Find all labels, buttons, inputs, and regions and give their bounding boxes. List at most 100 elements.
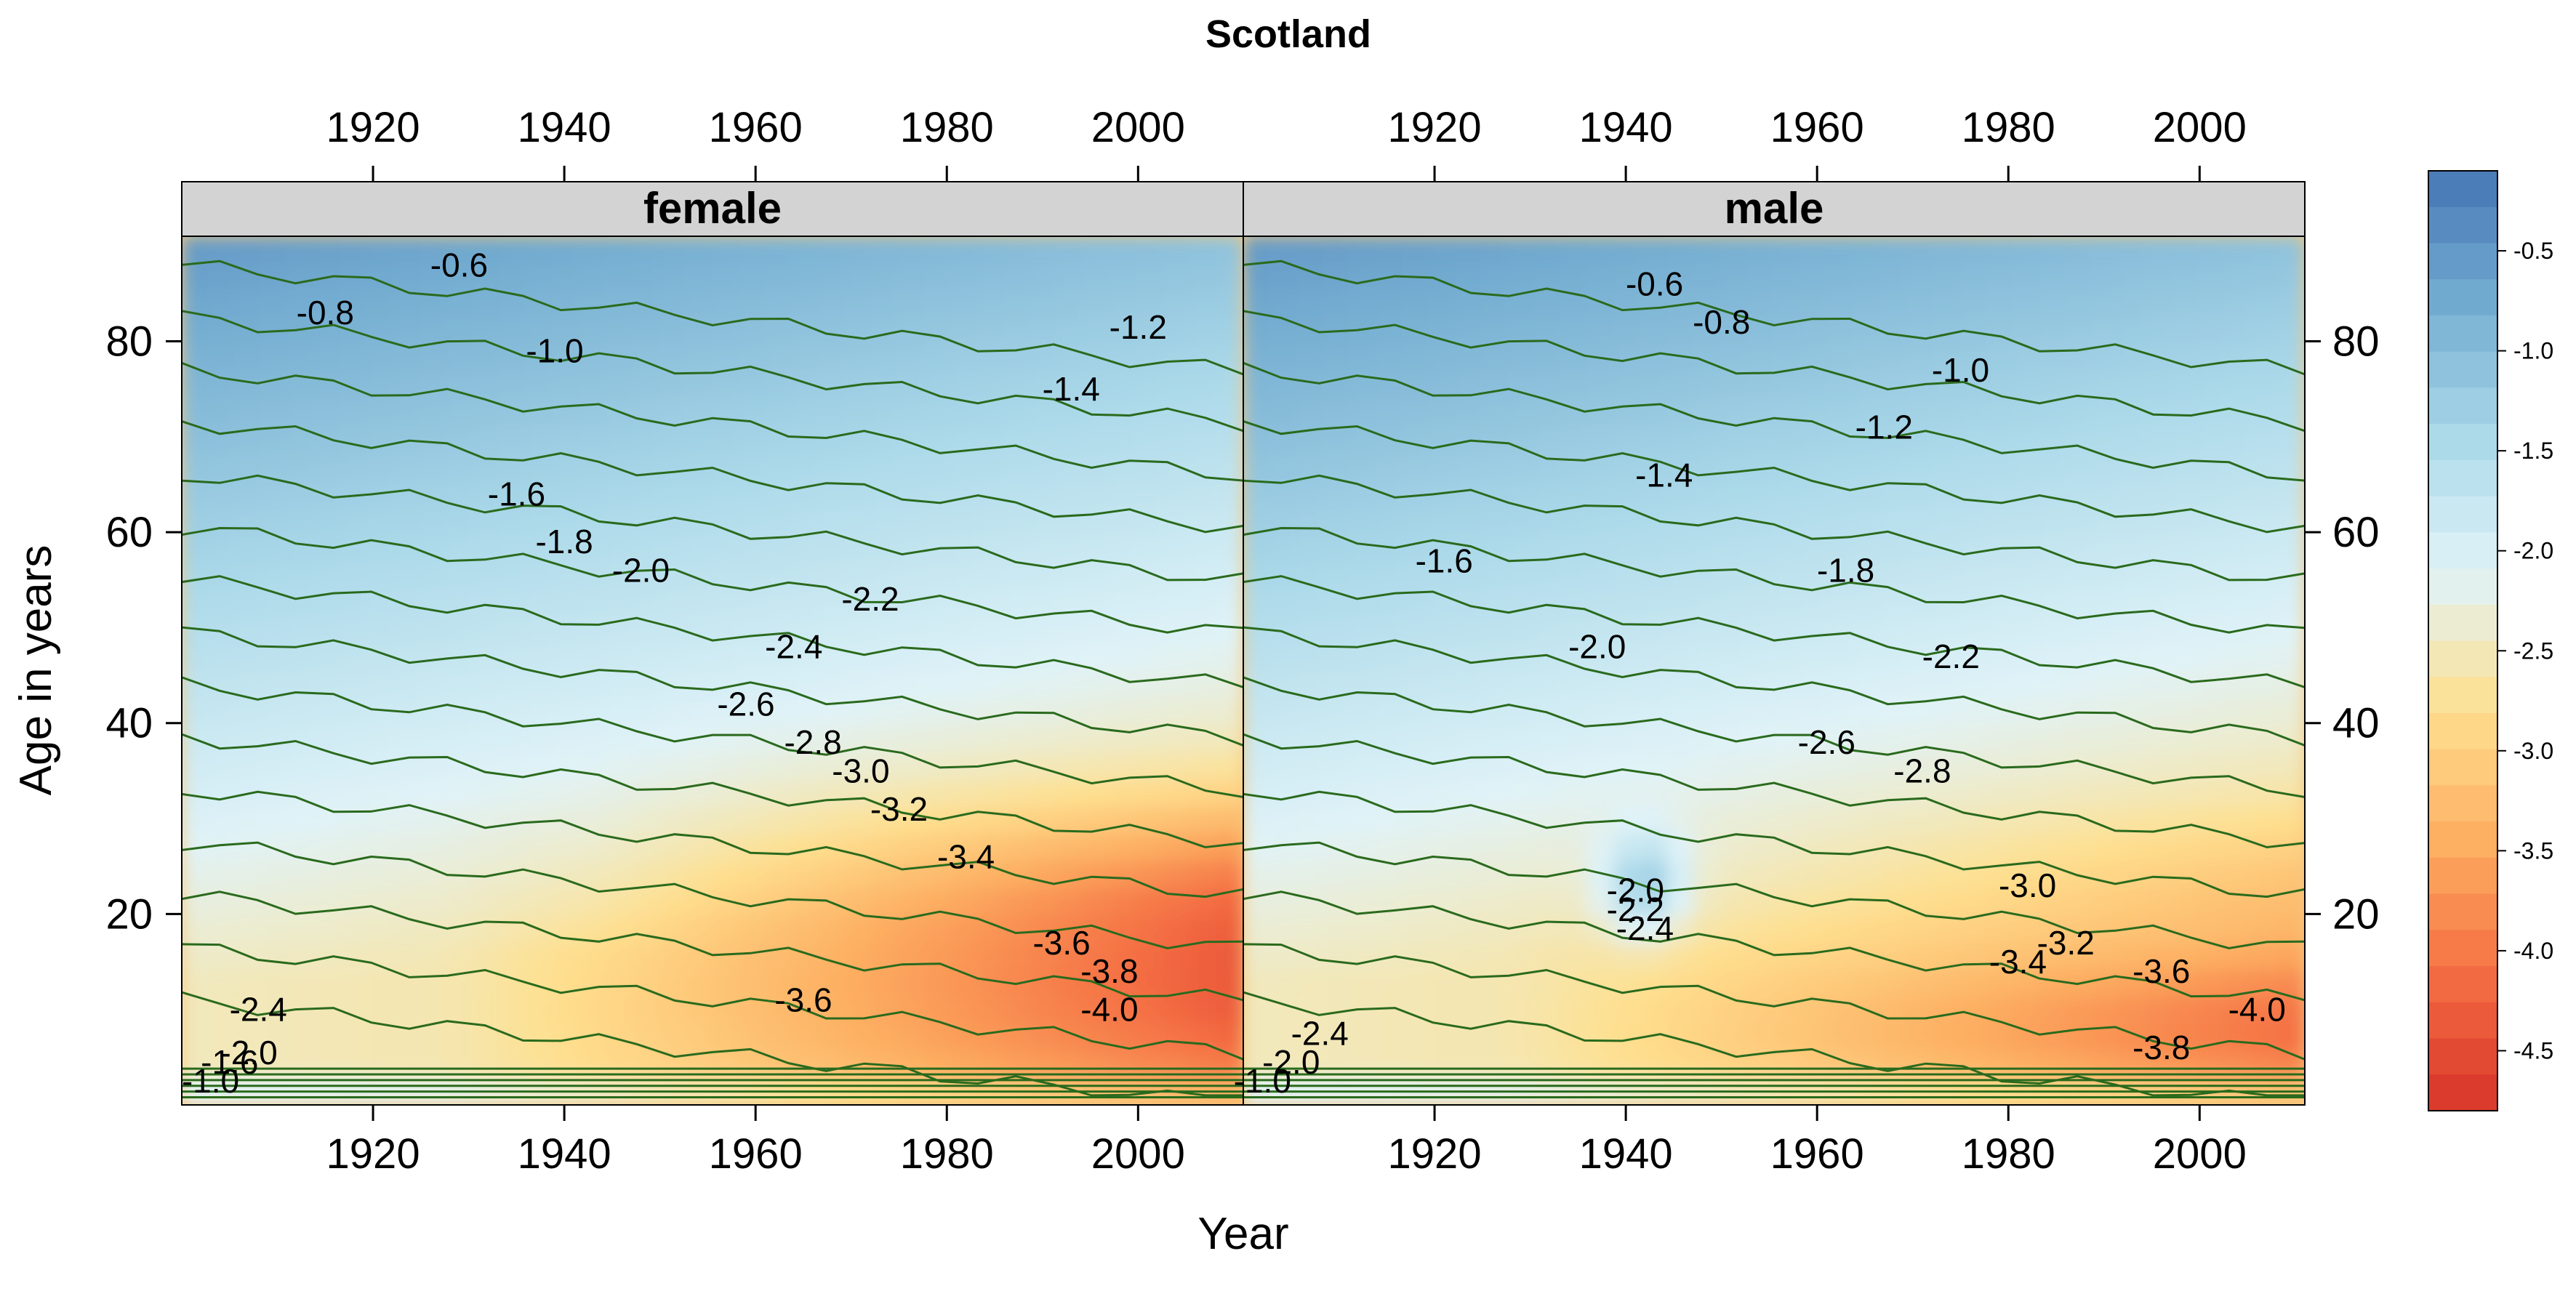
heatmap-cell xyxy=(2145,262,2173,291)
heatmap-cell xyxy=(2145,236,2173,265)
heatmap-cell xyxy=(366,995,395,1024)
contour-line xyxy=(182,676,1243,798)
y-axis-title: Age in years xyxy=(11,545,61,796)
heatmap-cell xyxy=(1003,995,1032,1024)
heatmap-cell xyxy=(1986,236,2014,265)
heatmap-cell xyxy=(1959,534,1987,563)
heatmap-cell xyxy=(2198,669,2226,699)
heatmap-cell xyxy=(526,778,554,808)
heatmap-cell xyxy=(1481,778,1509,808)
heatmap-cell xyxy=(1083,941,1112,970)
heatmap-cell xyxy=(473,425,501,454)
heatmap-cell xyxy=(2198,534,2226,563)
heatmap-cell xyxy=(791,724,819,753)
heatmap-cell xyxy=(1402,534,1430,563)
heatmap-cell xyxy=(1720,968,1749,997)
heatmap-cell xyxy=(287,751,316,780)
heatmap-cell xyxy=(1959,832,1987,861)
heatmap-cell xyxy=(1296,371,1324,401)
heatmap-cell xyxy=(1455,425,1483,454)
heatmap-cell xyxy=(1879,398,1908,427)
heatmap-cell xyxy=(871,452,899,482)
heatmap-cell xyxy=(1561,669,1589,699)
heatmap-cell xyxy=(1136,236,1165,265)
heatmap-cell xyxy=(1959,398,1987,427)
heatmap-cell xyxy=(1269,968,1297,997)
heatmap-cell xyxy=(1428,344,1456,373)
heatmap-cell xyxy=(1986,588,2014,617)
heatmap-cell xyxy=(1561,507,1589,536)
heatmap-cell xyxy=(1614,371,1642,401)
heatmap-cell xyxy=(1959,941,1987,970)
heatmap-cell xyxy=(1136,289,1165,319)
heatmap-cell xyxy=(2118,236,2146,265)
contour-line xyxy=(182,260,1243,376)
heatmap-cell xyxy=(1216,236,1243,265)
heatmap-cell xyxy=(2065,751,2093,780)
heatmap-cell xyxy=(473,344,501,373)
heatmap-cell xyxy=(1773,507,1802,536)
heatmap-cell xyxy=(207,751,236,780)
heatmap-cell xyxy=(2224,805,2252,834)
heatmap-cell xyxy=(1455,724,1483,753)
heatmap-cell xyxy=(1136,832,1165,861)
heatmap-cell xyxy=(1428,968,1456,997)
heatmap-cell xyxy=(765,452,793,482)
heatmap-cell xyxy=(393,398,422,427)
heatmap-cell xyxy=(712,1022,740,1052)
heatmap-cell xyxy=(1720,534,1749,563)
heatmap-cell xyxy=(1587,778,1616,808)
heatmap-cell xyxy=(2171,371,2199,401)
heatmap-cell xyxy=(1163,480,1191,509)
heatmap-cell xyxy=(1853,859,1881,889)
heatmap-cell xyxy=(1189,289,1218,319)
heatmap-cell xyxy=(473,887,501,916)
heatmap-cell xyxy=(659,588,687,617)
heatmap-cell xyxy=(182,995,209,1024)
heatmap-cell xyxy=(2171,425,2199,454)
heatmap-cell xyxy=(685,751,713,780)
heatmap-cell xyxy=(526,236,554,265)
heatmap-cell xyxy=(1614,480,1642,509)
heatmap-cell xyxy=(844,561,872,590)
heatmap-cell xyxy=(2198,425,2226,454)
heatmap-cell xyxy=(2198,371,2226,401)
heatmap-cell xyxy=(553,561,581,590)
heatmap-cell xyxy=(1933,236,1961,265)
heatmap-cell xyxy=(2171,398,2199,427)
heatmap-cell xyxy=(260,995,289,1024)
heatmap-cell xyxy=(1083,615,1112,645)
heatmap-cell xyxy=(473,751,501,780)
heatmap-cell xyxy=(1189,941,1218,970)
heatmap-cell xyxy=(2118,507,2146,536)
heatmap-cell xyxy=(1269,262,1297,291)
heatmap-cell xyxy=(1667,534,1696,563)
heatmap-cell xyxy=(1296,669,1324,699)
panel-male: male-0.6-0.8-1.0-1.2-1.4-1.6 -1.8-2.0 -2.2… xyxy=(1234,181,2306,1106)
heatmap-cell xyxy=(2065,724,2093,753)
colorbar-swatch xyxy=(2428,171,2497,208)
heatmap-cell xyxy=(1269,344,1297,373)
heatmap-cell xyxy=(712,262,740,291)
heatmap-cell xyxy=(1455,805,1483,834)
heatmap-cell xyxy=(818,615,846,645)
heatmap-cell xyxy=(606,588,634,617)
heatmap-cell xyxy=(924,289,952,319)
heatmap-cell xyxy=(1110,805,1138,834)
heatmap-cell xyxy=(2224,534,2252,563)
heatmap-cell xyxy=(1030,588,1059,617)
heatmap-cell xyxy=(2065,941,2093,970)
heatmap-cell xyxy=(1030,371,1059,401)
heatmap-cell xyxy=(712,859,740,889)
heatmap-cell xyxy=(1746,914,1775,943)
heatmap-cell xyxy=(871,236,899,265)
heatmap-cell xyxy=(2145,1022,2173,1052)
heatmap-cell xyxy=(393,480,422,509)
heatmap-cell xyxy=(1587,696,1616,726)
heatmap-cell xyxy=(606,236,634,265)
heatmap-cell xyxy=(977,887,1006,916)
contour-lines xyxy=(182,260,1243,1098)
heatmap-cell xyxy=(844,615,872,645)
heatmap-cell xyxy=(553,289,581,319)
heatmap-cell xyxy=(182,534,209,563)
